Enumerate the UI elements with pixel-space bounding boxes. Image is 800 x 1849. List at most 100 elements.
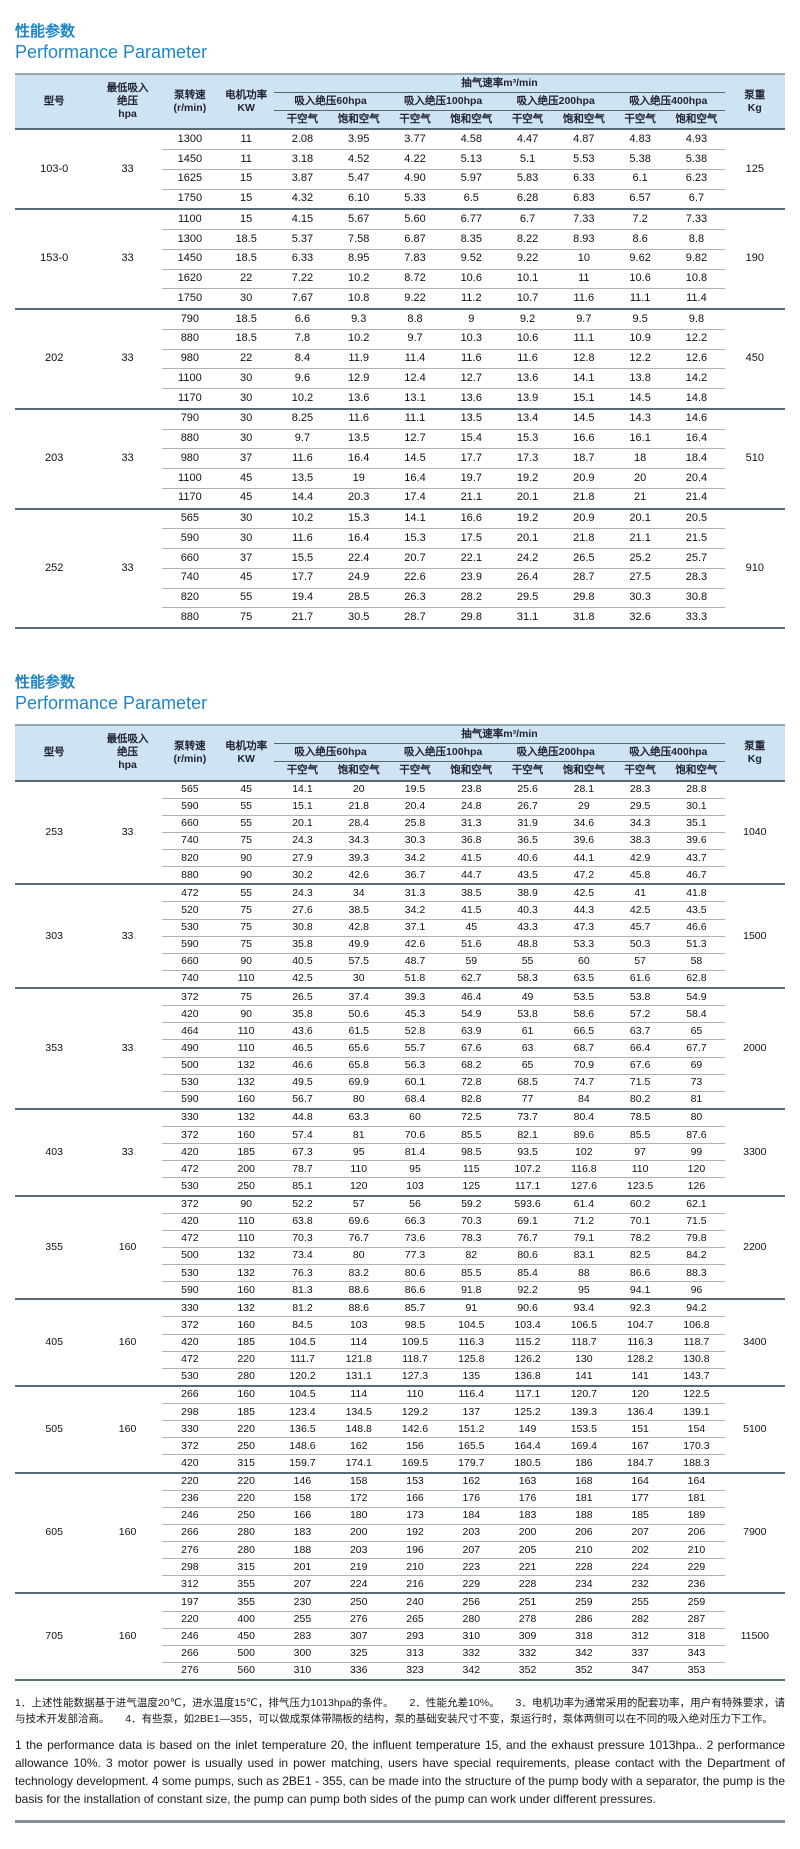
value-cell: 88.6 [330, 1298, 387, 1318]
value-cell: 30.3 [611, 588, 669, 609]
value-cell: 255 [611, 1592, 669, 1612]
value-cell: 17.7 [274, 568, 331, 589]
min-pressure-cell: 33 [93, 407, 162, 509]
value-cell: 168 [555, 1471, 612, 1491]
model-cell: 153-0 [15, 208, 94, 310]
value-cell: 49.9 [330, 936, 387, 954]
value-cell: 10 [555, 249, 612, 270]
value-cell: 98.5 [386, 1316, 444, 1335]
value-cell: 7.33 [555, 208, 612, 231]
value-cell: 106.8 [668, 1316, 725, 1335]
value-cell: 216 [386, 1575, 444, 1594]
weight-cell: 450 [724, 308, 785, 409]
value-cell: 36.8 [443, 832, 500, 851]
value-cell: 24.9 [330, 568, 387, 589]
value-cell: 76.3 [274, 1264, 331, 1283]
value-cell: 31.3 [386, 883, 444, 903]
value-cell: 37.1 [386, 919, 444, 937]
value-cell: 71.2 [555, 1213, 612, 1231]
speed-cell: 298 [161, 1403, 219, 1422]
value-cell: 300 [274, 1645, 331, 1663]
value-cell: 7.2 [611, 208, 669, 231]
speed-cell: 372 [161, 1126, 219, 1145]
value-cell: 4.15 [274, 208, 331, 231]
value-cell: 259 [668, 1592, 725, 1612]
value-cell: 5.13 [443, 149, 500, 170]
power-cell: 132 [218, 1264, 275, 1283]
value-cell: 13.6 [330, 388, 387, 410]
value-cell: 5.33 [386, 189, 444, 210]
value-cell: 5.47 [330, 169, 387, 190]
speed-cell: 330 [161, 1298, 219, 1318]
weight-cell: 3300 [724, 1107, 785, 1196]
weight-cell: 1040 [724, 779, 785, 885]
value-cell: 43.6 [274, 1022, 331, 1041]
table-row: 472 200 78.7 110 95 115 107.2 116.8 110 120 [15, 1160, 785, 1179]
value-cell: 25.7 [668, 548, 725, 569]
value-cell: 53.5 [555, 987, 612, 1007]
power-cell: 160 [218, 1091, 275, 1110]
table-row: 372 160 84.5 103 98.5 104.5 103.4 106.5 104.7 106… [15, 1316, 785, 1335]
value-cell: 12.8 [555, 349, 612, 370]
value-cell: 117.1 [499, 1384, 556, 1404]
value-cell: 84.5 [274, 1316, 331, 1335]
speed-cell: 880 [161, 429, 219, 450]
value-cell: 153.5 [555, 1420, 612, 1439]
header-model: 型号 [15, 74, 94, 130]
value-cell: 42.6 [386, 936, 444, 954]
value-cell: 14.5 [611, 388, 669, 410]
value-cell: 13.5 [443, 407, 500, 430]
value-cell: 5.37 [274, 229, 331, 250]
table-row: 590 30 11.6 16.4 15.3 17.5 20.1 21.8 21.1 21.5 [15, 528, 785, 550]
speed-cell: 660 [161, 815, 219, 833]
value-cell: 42.8 [330, 919, 387, 937]
value-cell: 14.5 [386, 448, 444, 470]
value-cell: 163 [499, 1471, 556, 1491]
value-cell: 34.6 [555, 815, 612, 833]
value-cell: 53.8 [499, 1005, 556, 1024]
weight-cell: 190 [724, 208, 785, 310]
speed-cell: 590 [161, 798, 219, 816]
value-cell: 180.5 [499, 1454, 556, 1473]
min-pressure-cell: 33 [93, 507, 162, 629]
table-row: 660 55 20.1 28.4 25.8 31.3 31.9 34.6 34.3 35.1 [15, 815, 785, 833]
value-cell: 51.6 [443, 936, 500, 954]
value-cell: 70.3 [274, 1230, 331, 1248]
power-cell: 90 [218, 953, 275, 971]
value-cell: 88 [555, 1264, 612, 1283]
value-cell: 68.4 [386, 1091, 444, 1110]
power-cell: 15 [218, 189, 275, 210]
power-cell: 18.5 [218, 329, 275, 350]
weight-cell: 7900 [724, 1471, 785, 1594]
value-cell: 309 [499, 1628, 556, 1646]
power-cell: 160 [218, 1316, 275, 1335]
value-cell: 9.7 [386, 329, 444, 350]
value-cell: 63.9 [443, 1022, 500, 1041]
value-cell: 34.2 [386, 849, 444, 868]
value-cell: 293 [386, 1628, 444, 1646]
speed-cell: 500 [161, 1057, 219, 1075]
value-cell: 256 [443, 1592, 500, 1612]
value-cell: 116.4 [443, 1384, 500, 1404]
value-cell: 67.6 [443, 1039, 500, 1058]
value-cell: 15.1 [555, 388, 612, 410]
value-cell: 13.5 [274, 468, 331, 489]
value-cell: 9.62 [611, 249, 669, 270]
value-cell: 232 [611, 1575, 669, 1594]
value-cell: 202 [611, 1541, 669, 1560]
value-cell: 47.2 [555, 866, 612, 885]
power-cell: 160 [218, 1384, 275, 1404]
header-dry-air: 干空气 [386, 761, 444, 781]
value-cell: 53.3 [555, 936, 612, 954]
power-cell: 45 [218, 468, 275, 489]
value-cell: 173 [386, 1507, 444, 1525]
value-cell: 11.4 [386, 349, 444, 370]
power-cell: 18.5 [218, 249, 275, 270]
value-cell: 94.1 [611, 1281, 669, 1300]
notes-zh: 1．上述性能数据基于进气温度20℃，进水温度15℃，排气压力1013hpa的条件… [15, 1697, 785, 1726]
value-cell: 114 [330, 1334, 387, 1352]
value-cell: 28.2 [443, 588, 500, 609]
model-cell: 253 [15, 779, 94, 885]
power-cell: 15 [218, 208, 275, 231]
speed-cell: 330 [161, 1107, 219, 1127]
